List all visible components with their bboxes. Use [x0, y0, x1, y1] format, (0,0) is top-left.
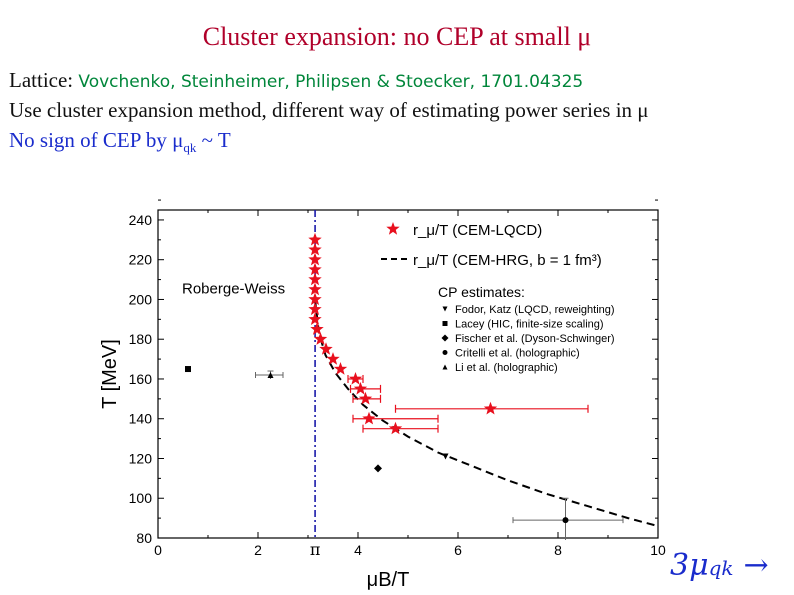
- fischer-et-al-point: [374, 464, 382, 473]
- lqcd-star-point: [313, 332, 328, 345]
- critelli-et-al-point: [562, 517, 569, 524]
- cem-hrg-curve: [314, 299, 659, 528]
- lqcd-star-point: [358, 391, 373, 405]
- cep-tail: ~ T: [196, 128, 231, 152]
- lqcd-star-point: [308, 302, 322, 316]
- legend-li: Li et al. (holographic): [455, 362, 558, 374]
- x-tick-label: 6: [454, 542, 462, 558]
- lqcd-star-point: [483, 401, 498, 415]
- legend-fodor-marker: [442, 306, 448, 312]
- cep-subscript: qk: [183, 140, 197, 156]
- lqcd-star-point: [308, 262, 322, 276]
- lqcd-star-point: [308, 232, 322, 246]
- lqcd-star-point: [326, 352, 340, 365]
- li-et-al-point: [267, 371, 274, 378]
- y-axis-label: T [MeV]: [99, 339, 121, 409]
- legend-cem-hrg: r_μ/T (CEM-HRG, b = 1 fm³): [413, 252, 602, 269]
- arrow-icon: →: [743, 548, 769, 583]
- math-subscript: qk: [708, 556, 734, 580]
- lqcd-star-point: [308, 292, 322, 306]
- lqcd-star-point: [308, 242, 322, 256]
- x-tick-label: 0: [154, 542, 162, 558]
- legend-critelli-marker: [442, 350, 448, 355]
- legend-critelli: Critelli et al. (holographic): [455, 348, 580, 360]
- legend-fodor: Fodor, Katz (LQCD, reweighting): [455, 304, 615, 316]
- x-tick-label: 2: [254, 542, 262, 558]
- legend-lqcd-star: [386, 222, 400, 235]
- lacey-point: [185, 366, 191, 373]
- cep-line: No sign of CEP by μqk ~ T: [9, 128, 231, 156]
- legend-cp-header: CP estimates:: [438, 284, 525, 300]
- lqcd-star-point: [319, 342, 333, 355]
- y-tick-label: 240: [129, 212, 153, 228]
- lqcd-star-point: [362, 411, 376, 425]
- y-tick-label: 220: [129, 252, 153, 268]
- method-line: Use cluster expansion method, different …: [9, 98, 649, 122]
- lqcd-star-point: [333, 362, 348, 375]
- legend-cem-lqcd: r_μ/T (CEM-LQCD): [413, 222, 542, 239]
- x-axis-label: μB/T: [367, 569, 410, 591]
- lqcd-star-point: [308, 252, 322, 266]
- roberge-weiss-label: Roberge-Weiss: [182, 281, 285, 298]
- lattice-reference: Vovchenko, Steinheimer, Philipsen & Stoe…: [78, 72, 584, 92]
- cep-text: No sign of CEP by μ: [9, 128, 184, 152]
- legend-lacey-marker: [442, 321, 448, 326]
- lqcd-star-point: [310, 322, 324, 335]
- x-tick-label: 4: [354, 542, 362, 558]
- y-tick-label: 160: [129, 371, 153, 387]
- legend-lacey: Lacey (HIC, finite-size scaling): [455, 319, 604, 331]
- math-main: 3μ: [670, 548, 709, 583]
- x-tick-label: 8: [554, 542, 562, 558]
- y-tick-label: 80: [136, 530, 152, 546]
- legend-li-marker: [442, 364, 448, 370]
- lattice-line: Lattice: Vovchenko, Steinheimer, Philips…: [9, 68, 583, 93]
- lqcd-star-point: [388, 421, 403, 435]
- lattice-label: Lattice:: [9, 68, 79, 92]
- lqcd-star-point: [348, 372, 363, 385]
- legend-fischer: Fischer et al. (Dyson-Schwinger): [455, 333, 615, 345]
- pi-tick-label: π: [310, 540, 321, 559]
- x-tick-label: 10: [650, 542, 666, 558]
- y-tick-label: 120: [129, 450, 153, 466]
- y-tick-label: 140: [129, 411, 153, 427]
- y-tick-label: 180: [129, 331, 153, 347]
- y-tick-label: 200: [129, 291, 153, 307]
- y-tick-label: 100: [129, 490, 153, 506]
- lqcd-star-point: [308, 272, 322, 286]
- lqcd-star-point: [308, 312, 322, 325]
- lqcd-star-point: [353, 381, 368, 395]
- lqcd-star-point: [308, 282, 322, 296]
- phase-diagram-chart: 80 100 120 140 160 180 200 220 240 0 2 4 6 8 10 T [MeV]…: [99, 199, 666, 591]
- legend-fischer-marker: [441, 334, 449, 342]
- slide-title: Cluster expansion: no CEP at small μ: [202, 22, 592, 51]
- fodor-katz-point: [442, 453, 449, 460]
- math-expression: 3μqk →: [670, 548, 769, 583]
